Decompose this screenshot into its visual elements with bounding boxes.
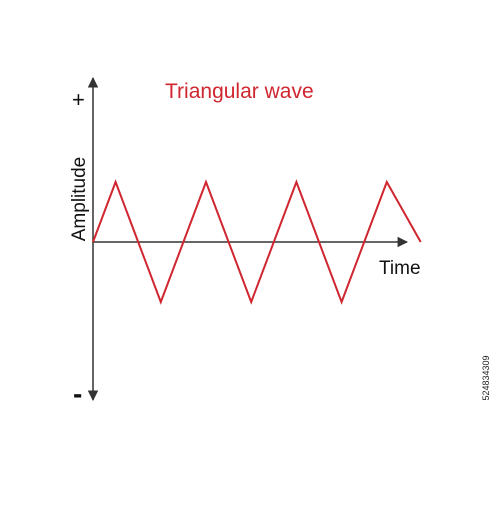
stock-image-id: 524834309 xyxy=(481,355,491,401)
x-axis-label: Time xyxy=(379,258,421,279)
y-axis-label: Amplitude xyxy=(69,156,90,242)
y-positive-marker: + xyxy=(72,87,85,112)
y-negative-marker: - xyxy=(73,378,83,409)
triangular-wave-line xyxy=(92,179,422,305)
diagram-title: Triangular wave xyxy=(165,80,314,103)
